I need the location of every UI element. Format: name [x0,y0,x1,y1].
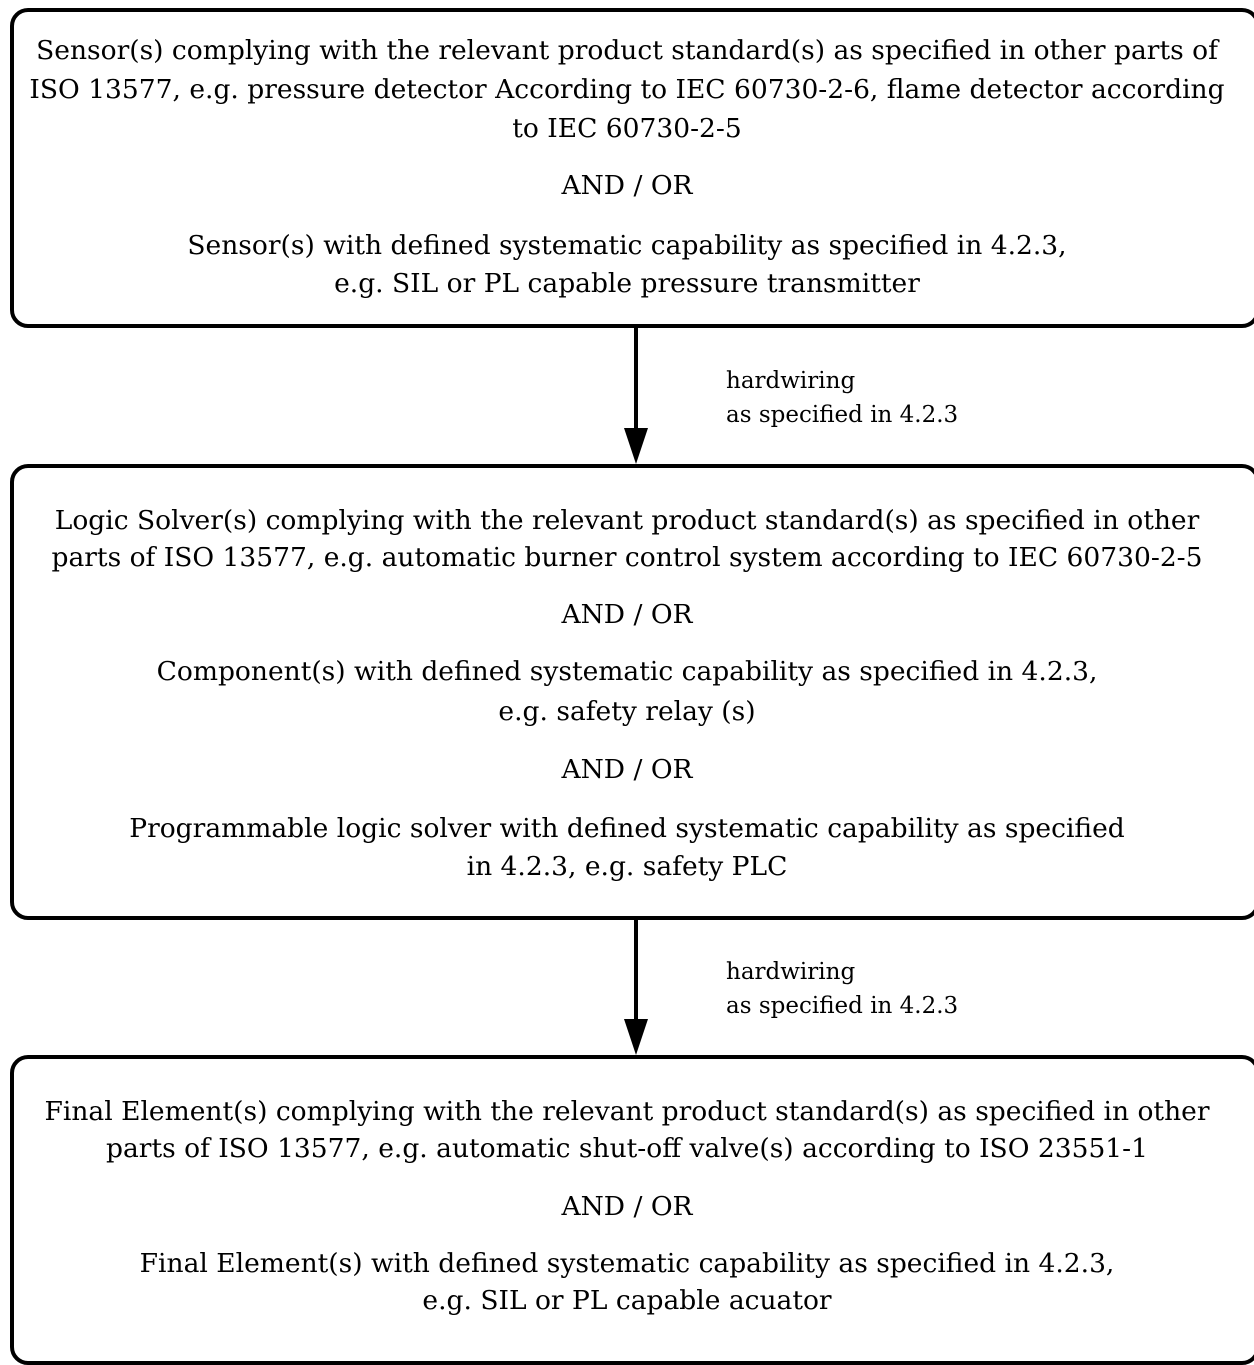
logic-text-line: parts of ISO 13577, e.g. automatic burne… [51,542,1203,573]
sensor-text-line: Sensor(s) complying with the relevant pr… [36,35,1218,66]
sensor-text-line: to IEC 60730-2-5 [512,113,742,144]
and-or-label: AND / OR [561,754,693,785]
hardwiring-arrow [624,920,648,1055]
and-or-label: AND / OR [561,1191,693,1222]
logic-text-line: in 4.2.3, e.g. safety PLC [466,851,788,882]
connector-label: hardwiring [726,959,856,985]
logic-text-line: Logic Solver(s) complying with the relev… [54,505,1200,536]
and-or-label: AND / OR [561,170,693,201]
sensor-text-line: ISO 13577, e.g. pressure detector Accord… [29,74,1225,105]
logic-text-line: Component(s) with defined systematic cap… [156,656,1098,687]
connector-label: as specified in 4.2.3 [726,402,959,428]
final-text-line: Final Element(s) complying with the rele… [44,1096,1210,1127]
logic-text-line: e.g. safety relay (s) [498,696,756,727]
and-or-label: AND / OR [561,599,693,630]
final-text-line: parts of ISO 13577, e.g. automatic shut-… [106,1133,1148,1164]
sensor-block [10,8,1254,328]
connector-label: hardwiring [726,368,856,394]
sensor-text-line: Sensor(s) with defined systematic capabi… [187,230,1067,261]
logic-solver-block [10,464,1254,920]
final-text-line: Final Element(s) with defined systematic… [139,1248,1115,1279]
logic-text-line: Programmable logic solver with defined s… [129,813,1125,844]
hardwiring-arrow [624,328,648,464]
sensor-text-line: e.g. SIL or PL capable pressure transmit… [334,268,920,299]
final-text-line: e.g. SIL or PL capable acuator [422,1285,832,1316]
connector-label: as specified in 4.2.3 [726,993,959,1019]
